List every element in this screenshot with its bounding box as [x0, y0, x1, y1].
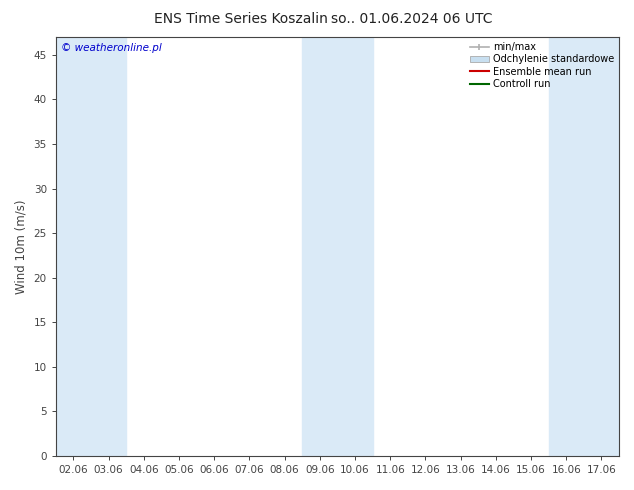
- Bar: [548, 37, 619, 456]
- Text: so.. 01.06.2024 06 UTC: so.. 01.06.2024 06 UTC: [332, 12, 493, 26]
- Text: ENS Time Series Koszalin: ENS Time Series Koszalin: [154, 12, 328, 26]
- Bar: [302, 37, 373, 456]
- Legend: min/max, Odchylenie standardowe, Ensemble mean run, Controll run: min/max, Odchylenie standardowe, Ensembl…: [468, 40, 616, 91]
- Text: © weatheronline.pl: © weatheronline.pl: [61, 43, 162, 53]
- Bar: [56, 37, 126, 456]
- Y-axis label: Wind 10m (m/s): Wind 10m (m/s): [15, 199, 28, 294]
